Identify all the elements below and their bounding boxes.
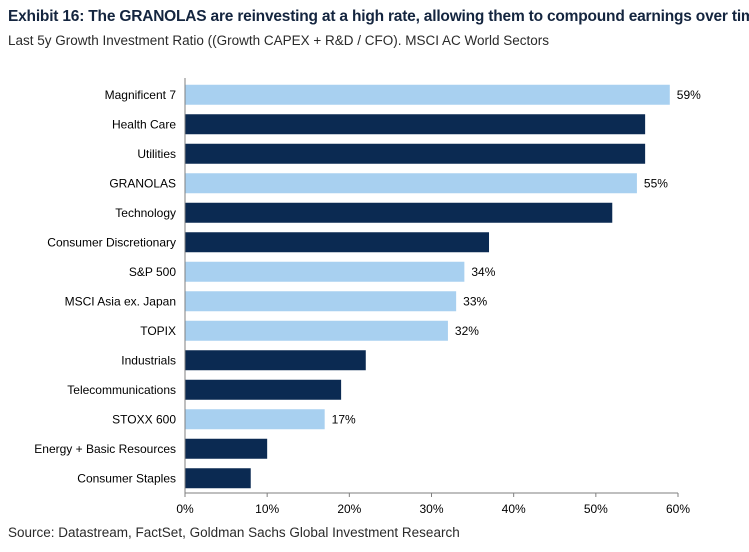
data-labels: 59% 55% 34% 33% 32% 17% <box>332 88 701 427</box>
bar-magnificent-7 <box>185 84 670 105</box>
x-tick-label: 60% <box>666 502 690 516</box>
data-label-topix: 32% <box>455 324 479 338</box>
x-tick-label: 30% <box>419 502 443 516</box>
bar-topix <box>185 320 448 341</box>
category-label-consumer-discretionary: Consumer Discretionary <box>47 235 176 249</box>
bar-utilities <box>185 143 646 164</box>
data-label-msci-asia-ex-japan: 33% <box>463 294 487 308</box>
category-label-energy-basic-resources: Energy + Basic Resources <box>34 442 176 456</box>
chart-subtitle: Last 5y Growth Investment Ratio ((Growth… <box>8 33 550 48</box>
x-axis: 0% 10% 20% 30% 40% 50% 60% <box>176 78 690 516</box>
category-label-technology: Technology <box>115 206 176 220</box>
category-label-s-p-500: S&P 500 <box>129 265 176 279</box>
bar-telecommunications <box>185 379 342 400</box>
category-label-industrials: Industrials <box>121 353 176 367</box>
bar-technology <box>185 202 613 223</box>
x-tick-label: 50% <box>584 502 608 516</box>
bar-industrials <box>185 350 366 371</box>
category-label-stoxx-600: STOXX 600 <box>112 412 176 426</box>
bar-stoxx-600 <box>185 409 325 430</box>
category-labels: Magnificent 7 Health Care Utilities GRANOLA… <box>34 88 176 486</box>
data-label-granolas: 55% <box>644 176 668 190</box>
category-label-telecommunications: Telecommunications <box>67 383 176 397</box>
category-label-consumer-staples: Consumer Staples <box>77 471 176 485</box>
data-label-magnificent-7: 59% <box>677 88 701 102</box>
category-label-magnificent-7: Magnificent 7 <box>105 88 177 102</box>
x-tick-label: 40% <box>502 502 526 516</box>
x-tick-label: 10% <box>255 502 279 516</box>
category-label-health-care: Health Care <box>112 117 176 131</box>
bar-consumer-discretionary <box>185 232 490 253</box>
bar-msci-asia-ex-japan <box>185 291 457 312</box>
chart-title: Exhibit 16: The GRANOLAS are reinvesting… <box>8 8 749 25</box>
x-tick-label: 20% <box>337 502 361 516</box>
x-tick-label: 0% <box>176 502 194 516</box>
bar-health-care <box>185 114 646 135</box>
bar-energy-basic-resources <box>185 438 268 459</box>
bar-group <box>185 84 670 489</box>
category-label-msci-asia-ex-japan: MSCI Asia ex. Japan <box>65 294 176 308</box>
bar-s-p-500 <box>185 261 465 282</box>
category-label-utilities: Utilities <box>137 147 176 161</box>
category-label-topix: TOPIX <box>140 324 176 338</box>
source-note: Source: Datastream, FactSet, Goldman Sac… <box>8 525 460 540</box>
category-label-granolas: GRANOLAS <box>109 176 176 190</box>
data-label-stoxx-600: 17% <box>332 412 356 426</box>
data-label-s-p-500: 34% <box>471 265 495 279</box>
bar-consumer-staples <box>185 468 251 489</box>
bar-granolas <box>185 173 637 194</box>
